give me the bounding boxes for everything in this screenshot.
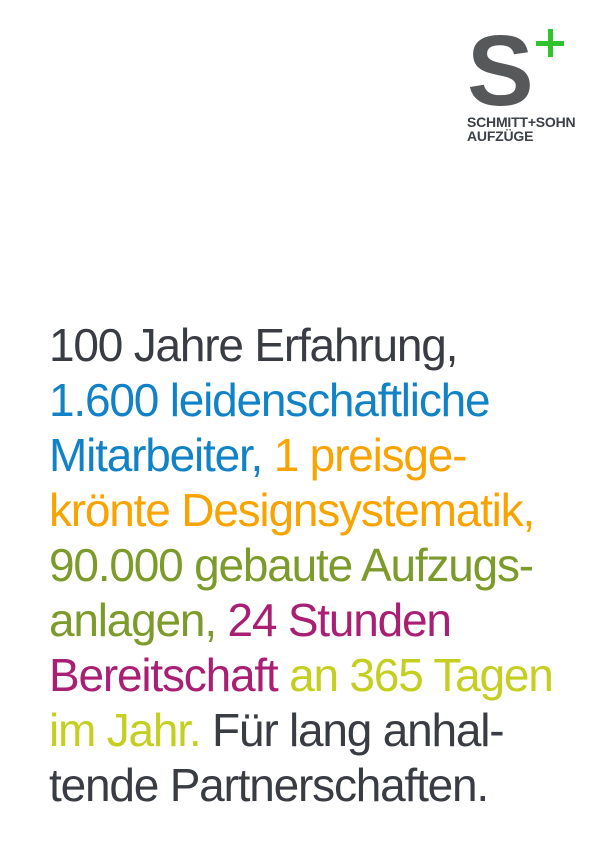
logo-letter-s: S: [467, 15, 534, 127]
headline-segment: Bereitschaft: [49, 649, 290, 701]
headline-line: 90.000 gebaute Aufzugs-: [49, 538, 553, 593]
headline-segment: an 365 Tagen: [289, 649, 554, 701]
headline-segment: 90.000 gebaute Aufzugs-: [49, 539, 534, 591]
wordmark-line-2: AUFZÜGE: [467, 128, 534, 144]
headline-segment: Für lang anhal-: [212, 704, 505, 756]
headline-line: Mitarbeiter, 1 preisge-: [49, 428, 553, 483]
logo-wordmark: SCHMITT+SOHN AUFZÜGE: [467, 114, 576, 144]
headline-segment: Mitarbeiter,: [49, 429, 274, 481]
headline-line: anlagen, 24 Stunden: [49, 593, 553, 648]
headline-segment: 1.600 leidenschaftliche: [49, 374, 491, 426]
headline-line: 1.600 leidenschaftliche: [49, 373, 553, 428]
headline-line: krönte Designsystematik,: [49, 483, 553, 538]
plus-icon: [536, 29, 564, 57]
headline-segment: im Jahr.: [49, 704, 213, 756]
wordmark-line-1: SCHMITT+SOHN: [467, 114, 576, 130]
headline-segment: 24 Stunden: [227, 594, 452, 646]
headline-line: tende Partnerschaften.: [49, 758, 553, 813]
headline-segment: tende Partnerschaften.: [49, 759, 489, 811]
headline-segment: 1 preisge-: [273, 429, 468, 481]
headline-line: im Jahr. Für lang anhal-: [49, 703, 553, 758]
company-logo: S SCHMITT+SOHN AUFZÜGE: [467, 21, 582, 146]
headline-segment: krönte Designsystematik,: [49, 484, 535, 536]
headline: 100 Jahre Erfahrung, 1.600 leidenschaftl…: [49, 318, 554, 813]
headline-line: 100 Jahre Erfahrung,: [49, 318, 553, 373]
headline-segment: anlagen,: [49, 594, 228, 646]
headline-segment: 100 Jahre Erfahrung,: [49, 319, 458, 371]
headline-line: Bereitschaft an 365 Tagen: [49, 648, 554, 703]
